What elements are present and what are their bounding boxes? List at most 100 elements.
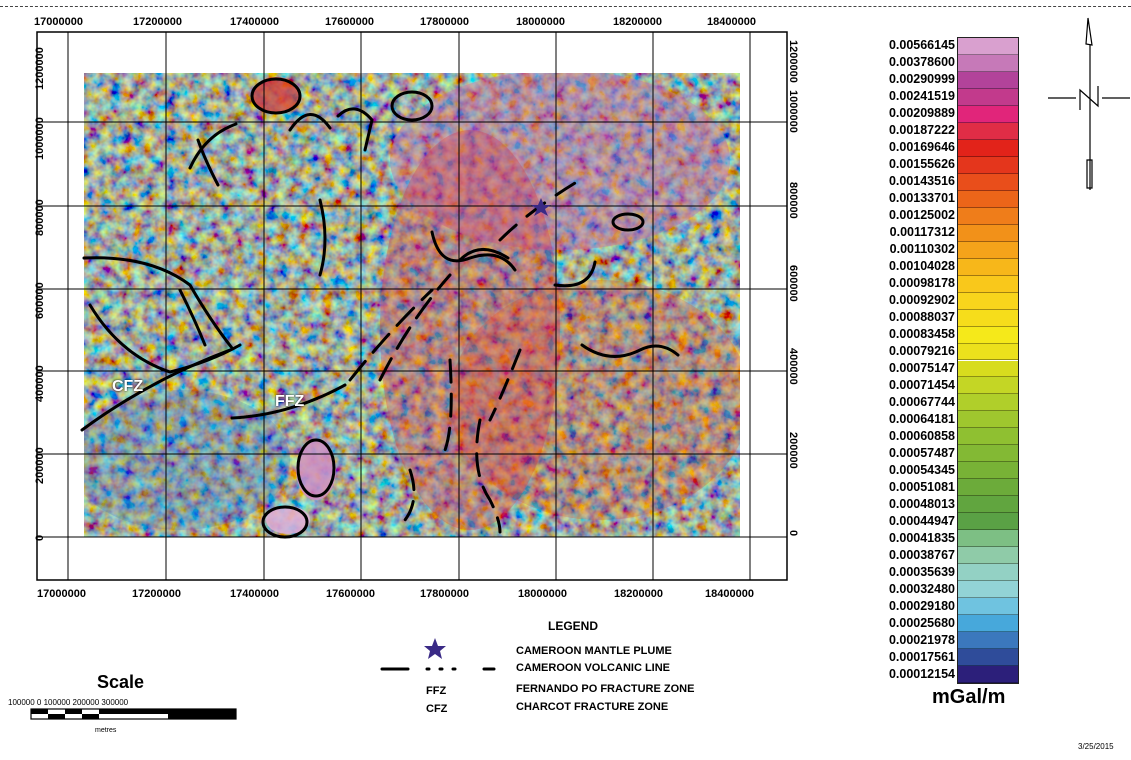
x-tick: 17000000 bbox=[34, 16, 83, 28]
x-tick: 18400000 bbox=[705, 588, 754, 600]
legend-abbr-ffz: FFZ bbox=[426, 685, 447, 697]
colorbar-label: 0.00290999 bbox=[888, 72, 955, 87]
colorbar-swatch bbox=[958, 666, 1018, 683]
top-border bbox=[0, 6, 1131, 7]
x-tick: 18400000 bbox=[707, 16, 756, 28]
x-tick: 18000000 bbox=[516, 16, 565, 28]
colorbar-swatch bbox=[958, 71, 1018, 89]
colorbar-swatch bbox=[958, 479, 1018, 497]
colorbar-label: 0.00155626 bbox=[888, 157, 955, 172]
ffz-map-label: FFZ bbox=[275, 393, 305, 410]
colorbar-label: 0.00566145 bbox=[888, 38, 955, 53]
colorbar-label: 0.00169646 bbox=[888, 140, 955, 155]
colorbar-label: 0.00110302 bbox=[889, 242, 955, 257]
colorbar-swatch bbox=[958, 581, 1018, 599]
colorbar-label: 0.00048013 bbox=[888, 496, 955, 511]
colorbar-label: 0.00044947 bbox=[888, 513, 955, 528]
colorbar-label: 0.00060858 bbox=[888, 428, 955, 443]
gravity-gradient-map bbox=[36, 31, 788, 581]
legend-item-volcanic-line: CAMEROON VOLCANIC LINE bbox=[516, 662, 670, 674]
colorbar-label: 0.00075147 bbox=[888, 360, 955, 375]
colorbar-swatch bbox=[958, 462, 1018, 480]
colorbar-label: 0.00038767 bbox=[888, 547, 955, 562]
x-tick: 17200000 bbox=[133, 16, 182, 28]
x-tick: 18200000 bbox=[613, 16, 662, 28]
colorbar-swatch bbox=[958, 445, 1018, 463]
colorbar-label: 0.00012154 bbox=[888, 666, 955, 681]
colorbar-swatch bbox=[958, 513, 1018, 531]
colorbar-swatch bbox=[958, 139, 1018, 157]
x-tick: 17600000 bbox=[326, 588, 375, 600]
colorbar-label: 0.00025680 bbox=[888, 615, 955, 630]
colorbar-swatch bbox=[958, 122, 1018, 140]
colorbar-label: 0.00117312 bbox=[889, 225, 955, 240]
colorbar-label: 0.00088037 bbox=[888, 310, 955, 325]
map-frame bbox=[36, 31, 788, 581]
colorbar-label: 0.00032480 bbox=[888, 581, 955, 596]
colorbar-swatch bbox=[958, 343, 1018, 361]
colorbar-swatch bbox=[958, 258, 1018, 276]
x-tick: 17400000 bbox=[230, 588, 279, 600]
colorbar-swatch bbox=[958, 411, 1018, 429]
colorbar-label: 0.00067744 bbox=[888, 394, 955, 409]
colorbar-swatch bbox=[958, 547, 1018, 565]
colorbar-swatch bbox=[958, 241, 1018, 259]
colorbar-swatch bbox=[958, 156, 1018, 174]
colorbar-swatch bbox=[958, 105, 1018, 123]
legend-title: LEGEND bbox=[548, 619, 599, 633]
x-tick: 18200000 bbox=[614, 588, 663, 600]
colorbar-label: 0.00104028 bbox=[888, 259, 955, 274]
colorbar-swatch bbox=[958, 88, 1018, 106]
colorbar-label: 0.00209889 bbox=[888, 106, 955, 121]
colorbar-swatch bbox=[958, 496, 1018, 514]
legend-symbols bbox=[380, 638, 496, 671]
x-tick: 17400000 bbox=[230, 16, 279, 28]
x-tick: 17600000 bbox=[325, 16, 374, 28]
colorbar-swatch bbox=[958, 428, 1018, 446]
colorbar-swatch bbox=[958, 292, 1018, 310]
x-tick: 17000000 bbox=[37, 588, 86, 600]
colorbar-unit: mGal/m bbox=[932, 686, 1006, 708]
colorbar-swatch bbox=[958, 309, 1018, 327]
colorbar-label: 0.00079216 bbox=[888, 344, 955, 358]
mantle-plume-star bbox=[531, 198, 551, 216]
x-tick: 17800000 bbox=[420, 16, 469, 28]
colorbar-label: 0.00098178 bbox=[888, 276, 955, 291]
colorbar-swatch bbox=[958, 564, 1018, 582]
structure-lines bbox=[80, 77, 680, 539]
scale-unit: metres bbox=[95, 727, 117, 734]
scale-bar bbox=[30, 708, 237, 720]
legend-item-cfz: CHARCOT FRACTURE ZONE bbox=[516, 701, 669, 713]
colorbar-swatch bbox=[958, 54, 1018, 72]
colorbar-swatch bbox=[958, 275, 1018, 293]
colorbar bbox=[957, 37, 1019, 684]
colorbar-swatch bbox=[958, 615, 1018, 633]
colorbar-swatch bbox=[958, 173, 1018, 191]
colorbar-label: 0.00071454 bbox=[888, 377, 955, 392]
x-tick: 18000000 bbox=[518, 588, 567, 600]
colorbar-swatch bbox=[958, 632, 1018, 650]
colorbar-label: 0.00241519 bbox=[888, 89, 955, 104]
colorbar-swatch bbox=[958, 530, 1018, 548]
colorbar-label: 0.00092902 bbox=[888, 293, 955, 308]
date-stamp: 3/25/2015 bbox=[1078, 742, 1114, 751]
colorbar-label: 0.00378600 bbox=[888, 55, 955, 70]
cfz-map-label: CFZ bbox=[112, 378, 144, 395]
colorbar-swatch bbox=[958, 326, 1018, 344]
colorbar-label: 0.00054345 bbox=[888, 462, 955, 477]
colorbar-label: 0.00083458 bbox=[888, 327, 955, 342]
colorbar-label: 0.00021978 bbox=[888, 632, 955, 647]
colorbar-label: 0.00133701 bbox=[888, 191, 955, 206]
legend-item-ffz: FERNANDO PO FRACTURE ZONE bbox=[516, 683, 695, 695]
x-tick: 17800000 bbox=[420, 588, 469, 600]
colorbar-label: 0.00029180 bbox=[888, 598, 955, 613]
north-arrow-icon bbox=[1048, 17, 1130, 190]
colorbar-swatch bbox=[958, 377, 1018, 395]
x-tick: 17200000 bbox=[132, 588, 181, 600]
colorbar-label: 0.00187222 bbox=[888, 123, 955, 138]
scale-numbers: 100000 0 100000 200000 300000 bbox=[8, 698, 129, 707]
legend-star-icon bbox=[424, 638, 446, 659]
legend-item-mantle-plume: CAMEROON MANTLE PLUME bbox=[516, 645, 672, 657]
colorbar-label: 0.00057487 bbox=[888, 445, 955, 460]
colorbar-swatch bbox=[958, 649, 1018, 667]
